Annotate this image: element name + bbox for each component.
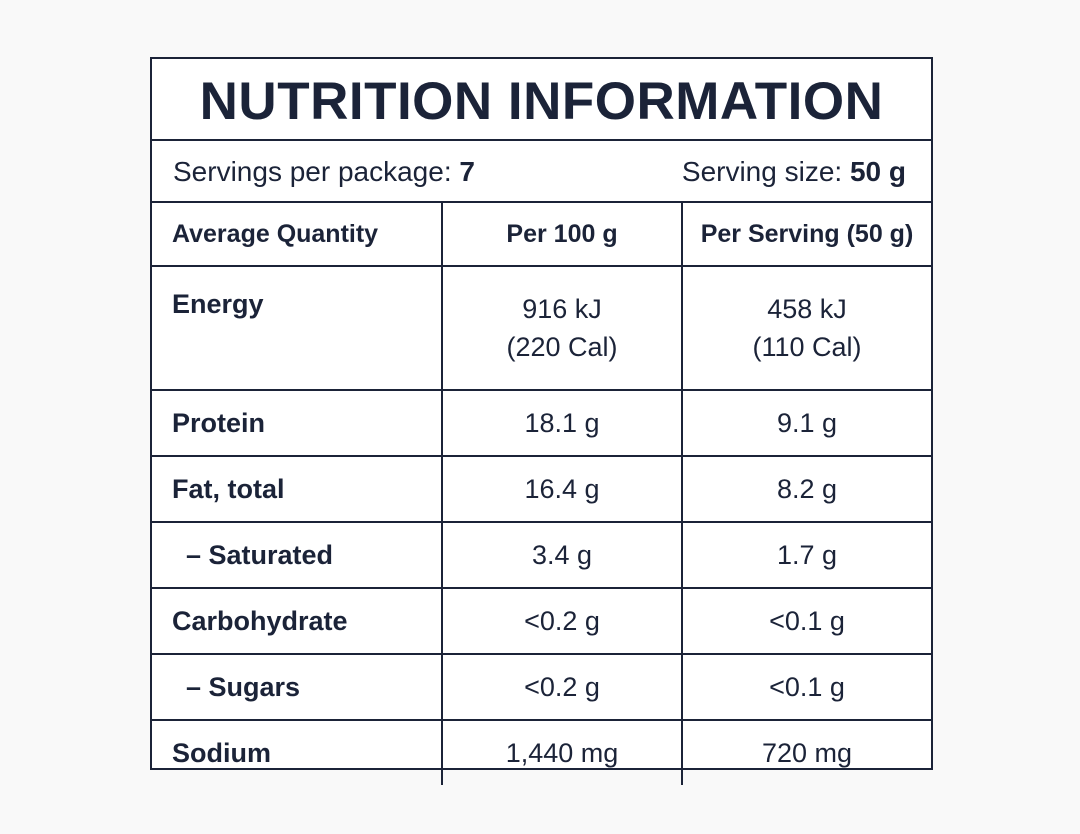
- row-label: Sodium: [152, 719, 443, 785]
- value-per-100g: <0.2 g: [441, 653, 683, 721]
- table-row: – Saturated 3.4 g 1.7 g: [152, 521, 931, 589]
- nutrition-panel: NUTRITION INFORMATION Servings per packa…: [150, 57, 933, 785]
- panel-title: NUTRITION INFORMATION: [199, 71, 884, 131]
- value-per-serving: <0.1 g: [681, 653, 931, 721]
- energy-per-serving-kj: 458 kJ: [767, 294, 847, 324]
- energy-per-100g-cal: (220 Cal): [506, 332, 618, 362]
- energy-per-100g-kj: 916 kJ: [522, 294, 602, 324]
- energy-per-100g: 916 kJ (220 Cal): [441, 265, 683, 391]
- value-per-100g: 1,440 mg: [441, 719, 683, 785]
- value-per-serving: 9.1 g: [681, 389, 931, 457]
- row-label: – Saturated: [152, 521, 443, 589]
- table-row: – Sugars <0.2 g <0.1 g: [152, 653, 931, 721]
- value-per-serving: <0.1 g: [681, 587, 931, 655]
- servings-row: Servings per package: 7 Serving size: 50…: [152, 141, 931, 203]
- row-label: Fat, total: [152, 455, 443, 523]
- header-average-quantity: Average Quantity: [152, 203, 443, 267]
- energy-per-serving-cal: (110 Cal): [752, 332, 862, 362]
- header-per-serving: Per Serving (50 g): [681, 203, 931, 267]
- value-per-100g: 3.4 g: [441, 521, 683, 589]
- row-label-energy: Energy: [152, 265, 443, 391]
- servings-per-package-value: 7: [459, 156, 475, 187]
- serving-size-value: 50 g: [849, 156, 906, 187]
- table-row: Protein 18.1 g 9.1 g: [152, 389, 931, 457]
- servings-per-package-label: Servings per package:: [173, 156, 452, 187]
- table-row: Carbohydrate <0.2 g <0.1 g: [152, 587, 931, 655]
- row-label: Carbohydrate: [152, 587, 443, 655]
- nutrition-table: Average Quantity Per 100 g Per Serving (…: [152, 203, 931, 785]
- value-per-100g: 16.4 g: [441, 455, 683, 523]
- value-per-serving: 8.2 g: [681, 455, 931, 523]
- table-row: Sodium 1,440 mg 720 mg: [152, 719, 931, 785]
- header-per-100g: Per 100 g: [441, 203, 683, 267]
- serving-size-label: Serving size:: [681, 156, 843, 187]
- value-per-serving: 720 mg: [681, 719, 931, 785]
- title-row: NUTRITION INFORMATION: [152, 59, 931, 141]
- table-row-energy: Energy 916 kJ (220 Cal) 458 kJ (110 Cal): [152, 265, 931, 391]
- value-per-serving: 1.7 g: [681, 521, 931, 589]
- value-per-100g: 18.1 g: [441, 389, 683, 457]
- row-label: Protein: [152, 389, 443, 457]
- table-header-row: Average Quantity Per 100 g Per Serving (…: [152, 203, 931, 267]
- row-label: – Sugars: [152, 653, 443, 721]
- value-per-100g: <0.2 g: [441, 587, 683, 655]
- serving-size: Serving size: 50 g: [682, 156, 906, 188]
- energy-per-serving: 458 kJ (110 Cal): [681, 265, 931, 391]
- table-row: Fat, total 16.4 g 8.2 g: [152, 455, 931, 523]
- servings-per-package: Servings per package: 7: [173, 156, 475, 188]
